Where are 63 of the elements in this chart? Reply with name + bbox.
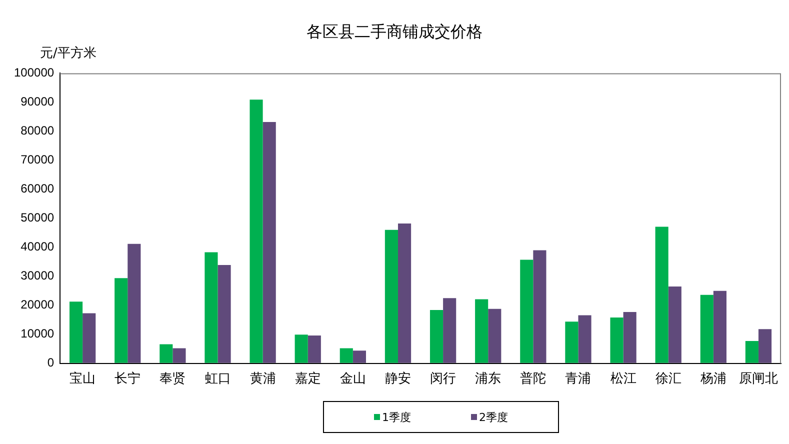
y-tick-label: 20000 <box>20 298 54 312</box>
y-tick-label: 100000 <box>14 66 54 80</box>
y-tick-label: 30000 <box>20 268 54 283</box>
x-tick-label: 青浦 <box>565 372 592 387</box>
bar <box>398 224 412 363</box>
bar <box>340 348 353 363</box>
bar <box>700 294 714 363</box>
y-tick-label: 0 <box>47 356 54 370</box>
x-tick-label: 黄浦 <box>250 372 276 387</box>
bar <box>218 265 231 363</box>
y-tick-label: 90000 <box>20 94 54 109</box>
x-tick-label: 静安 <box>384 370 411 387</box>
x-tick-label: 嘉定 <box>294 372 321 387</box>
bar <box>262 122 276 363</box>
legend-label: 1季度 <box>382 410 411 424</box>
x-tick-label: 金山 <box>340 372 366 387</box>
y-axis-title: 元/平方米 <box>40 45 96 62</box>
x-tick-label: 原闸北 <box>738 372 778 387</box>
bar <box>384 230 398 363</box>
x-tick-label: 闵行 <box>430 372 456 387</box>
bar <box>443 298 456 363</box>
bar <box>610 318 624 363</box>
x-tick-label: 徐汇 <box>655 372 682 387</box>
y-tick-label: 40000 <box>20 240 54 254</box>
bar <box>745 341 758 363</box>
y-tick-label: 50000 <box>20 210 54 225</box>
legend-label: 2季度 <box>479 410 508 424</box>
bar <box>430 310 444 363</box>
bar <box>668 286 682 363</box>
x-tick-label: 宝山 <box>70 370 96 387</box>
y-tick-label: 60000 <box>20 182 54 196</box>
bar <box>578 315 592 363</box>
y-tick-label: 80000 <box>20 124 54 138</box>
bar <box>352 350 366 363</box>
bar <box>294 334 308 363</box>
bar <box>520 260 534 363</box>
x-tick-label: 虹口 <box>204 372 231 387</box>
bar <box>488 308 502 363</box>
bar <box>533 250 546 363</box>
bar <box>308 336 321 363</box>
bar <box>114 278 128 363</box>
bar <box>172 348 186 363</box>
x-tick-label: 长宁 <box>114 370 141 387</box>
bar <box>758 329 772 363</box>
x-tick-label: 奉贤 <box>160 372 186 387</box>
bar <box>70 302 83 363</box>
x-tick-label: 浦东 <box>475 372 502 387</box>
chart-title: 各区县二手商铺成交价格 <box>306 22 484 43</box>
x-tick-label: 普陀 <box>520 370 546 387</box>
x-tick-label: 杨浦 <box>699 372 726 387</box>
y-tick-label: 10000 <box>20 326 54 341</box>
y-tick-label: 70000 <box>20 152 54 167</box>
bar <box>623 312 636 363</box>
bar <box>82 313 96 363</box>
bar <box>128 244 141 363</box>
bar <box>565 322 578 363</box>
bar <box>655 226 668 363</box>
bar <box>204 252 218 363</box>
bar <box>160 344 173 363</box>
bar <box>713 290 726 363</box>
bar <box>475 299 488 363</box>
bar <box>250 100 263 363</box>
x-tick-label: 松江 <box>610 372 636 387</box>
